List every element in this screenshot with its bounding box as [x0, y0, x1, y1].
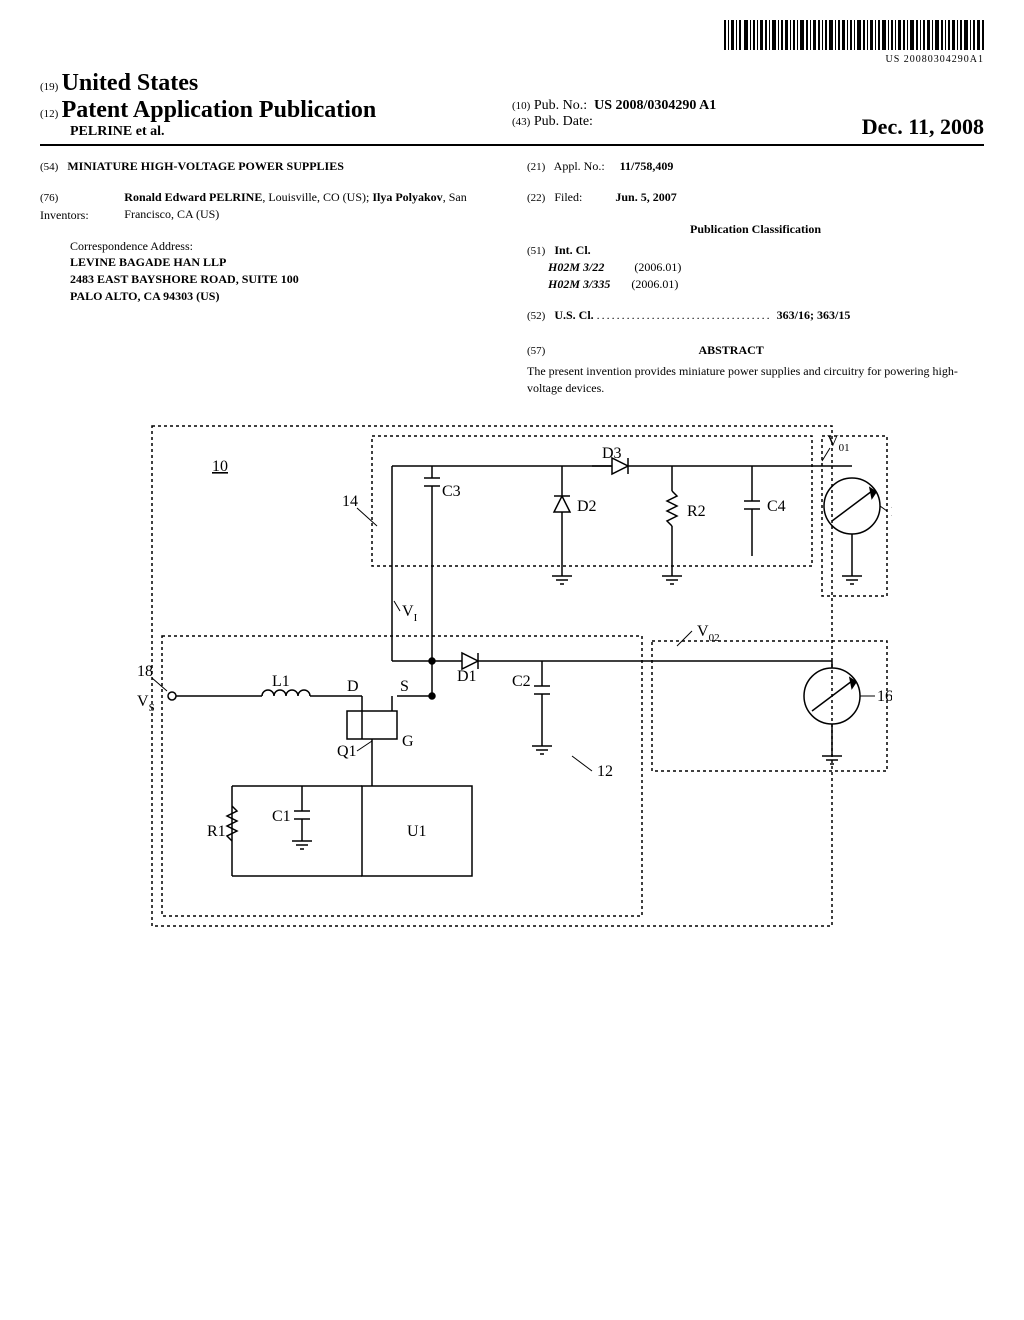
barcode-icon [724, 20, 984, 50]
pub-no-label: Pub. No.: [534, 98, 587, 113]
country: United States [62, 70, 199, 96]
lbl-s: S [400, 678, 409, 695]
code-43: (43) [512, 116, 530, 128]
lbl-c2: C2 [512, 673, 531, 690]
code-10: (10) [512, 100, 530, 112]
lbl-c1: C1 [272, 808, 291, 825]
code-21: (21) [527, 161, 545, 173]
code-51: (51) [527, 245, 545, 257]
inventors-label: Inventors: [40, 208, 89, 222]
uscl-val: 363/16; 363/15 [777, 308, 851, 322]
ref-10: 10 [212, 458, 228, 475]
code-57: (57) [527, 345, 545, 357]
code-52: (52) [527, 310, 545, 322]
classification-head: Publication Classification [527, 221, 984, 238]
biblio-columns: (54) MINIATURE HIGH-VOLTAGE POWER SUPPLI… [40, 158, 984, 396]
filed-date: Jun. 5, 2007 [615, 190, 676, 204]
appl-no: 11/758,409 [620, 159, 674, 173]
lbl-q1: Q1 [337, 743, 357, 760]
pub-date: Dec. 11, 2008 [862, 114, 984, 139]
lbl-l1: L1 [272, 673, 290, 690]
intcl-2-date: (2006.01) [631, 277, 678, 291]
ref-18: 18 [137, 663, 153, 680]
intcl-2: H02M 3/335 [548, 277, 610, 291]
corr-line1: LEVINE BAGADE HAN LLP [70, 255, 226, 269]
pub-date-label: Pub. Date: [534, 114, 593, 129]
code-54: (54) [40, 161, 58, 173]
lbl-c3: C3 [442, 483, 461, 500]
code-22: (22) [527, 192, 545, 204]
uscl-label: U.S. Cl. [554, 308, 593, 322]
ref-16: 16 [890, 503, 892, 520]
abstract-head: ABSTRACT [548, 342, 914, 359]
corr-line3: PALO ALTO, CA 94303 (US) [70, 289, 219, 303]
circuit-diagram: 10 14 C3 D3 D2 R2 C4 16 V01 VI 18 VS L1 … [40, 416, 984, 940]
left-column: (54) MINIATURE HIGH-VOLTAGE POWER SUPPLI… [40, 158, 497, 396]
barcode-area: US 20080304290A1 [40, 20, 984, 65]
lbl-d3: D3 [602, 445, 622, 462]
ref-12: 12 [597, 763, 613, 780]
lbl-r1: R1 [207, 823, 226, 840]
lbl-g: G [402, 733, 414, 750]
intcl-label: Int. Cl. [554, 243, 590, 257]
lbl-vi: VI [402, 603, 418, 624]
invention-title: MINIATURE HIGH-VOLTAGE POWER SUPPLIES [67, 159, 344, 173]
lbl-d: D [347, 678, 359, 695]
lbl-d1: D1 [457, 668, 477, 685]
inventors-text: Ronald Edward PELRINE, Louisville, CO (U… [124, 189, 497, 223]
lbl-c4: C4 [767, 498, 786, 515]
code-12: (12) [40, 108, 58, 120]
corr-line2: 2483 EAST BAYSHORE ROAD, SUITE 100 [70, 272, 299, 286]
barcode-text: US 20080304290A1 [40, 54, 984, 65]
code-76: (76) [40, 192, 58, 204]
code-19: (19) [40, 81, 58, 93]
filed-label: Filed: [554, 190, 582, 204]
appl-label: Appl. No.: [554, 159, 605, 173]
lbl-u1: U1 [407, 823, 427, 840]
intcl-1-date: (2006.01) [634, 260, 681, 274]
ref-16a: 16a [877, 688, 892, 705]
corr-label: Correspondence Address: [70, 238, 497, 255]
authors: PELRINE et al. [40, 124, 512, 140]
pub-no: US 2008/0304290 A1 [594, 98, 716, 113]
lbl-r2: R2 [687, 503, 706, 520]
dots: ................................... [597, 308, 777, 322]
ref-14: 14 [342, 493, 358, 510]
abstract-text: The present invention provides miniature… [527, 363, 984, 397]
header: (19) United States (12) Patent Applicati… [40, 70, 984, 146]
pub-type: Patent Application Publication [62, 97, 377, 123]
right-column: (21) Appl. No.: 11/758,409 (22) Filed: J… [527, 158, 984, 396]
lbl-d2: D2 [577, 498, 597, 515]
intcl-1: H02M 3/22 [548, 260, 604, 274]
